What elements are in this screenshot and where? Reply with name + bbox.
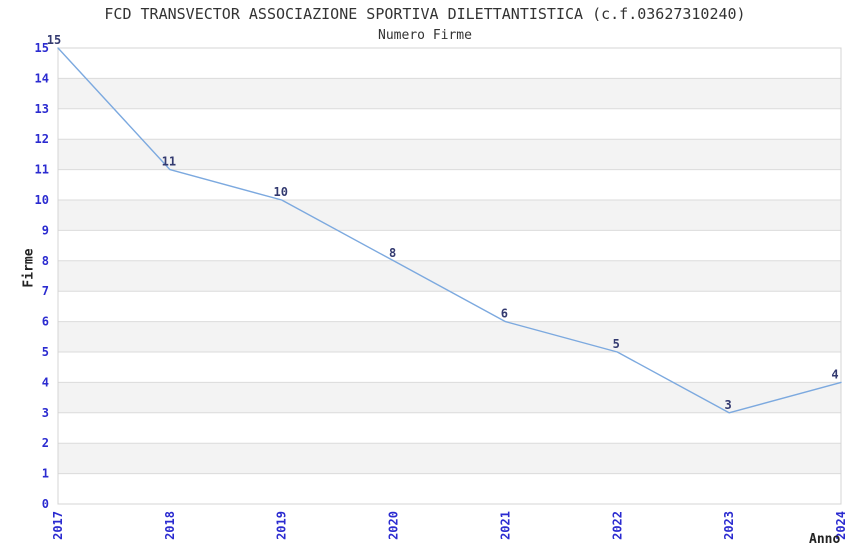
y-tick-label: 0	[42, 497, 49, 511]
plot-band	[58, 48, 841, 79]
plot-band	[58, 108, 841, 140]
x-axis-title: Anno	[809, 532, 841, 547]
x-tick-label: 2024	[834, 511, 848, 540]
plot-band	[58, 200, 841, 231]
chart-title: FCD TRANSVECTOR ASSOCIAZIONE SPORTIVA DI…	[104, 5, 746, 23]
plot-band	[58, 352, 841, 383]
y-tick-label: 11	[35, 163, 49, 177]
y-tick-label: 10	[35, 193, 49, 207]
data-label: 10	[273, 185, 287, 199]
plot-band	[58, 382, 841, 413]
y-tick-label: 4	[42, 375, 49, 389]
y-tick-label: 3	[42, 406, 49, 420]
x-tick-label: 2018	[163, 511, 177, 540]
data-label: 8	[389, 246, 396, 260]
plot-border	[57, 47, 842, 505]
x-tick-label: 2022	[610, 511, 624, 540]
plot-band	[58, 473, 841, 504]
y-tick-label: 5	[42, 345, 49, 359]
x-tick-label: 2019	[275, 511, 289, 540]
y-tick-label: 12	[35, 132, 49, 146]
data-label: 6	[501, 307, 508, 321]
plot-band	[58, 291, 841, 322]
data-label: 15	[47, 33, 61, 47]
y-tick-label: 13	[35, 102, 49, 116]
y-tick-label: 7	[42, 284, 49, 298]
data-label: 4	[831, 367, 838, 381]
plot-band	[58, 139, 841, 170]
y-tick-label: 1	[42, 467, 49, 481]
plot-band	[58, 169, 841, 200]
y-tick-label: 6	[42, 315, 49, 329]
plot-band	[58, 321, 841, 352]
y-tick-label: 9	[42, 223, 49, 237]
y-tick-label: 14	[35, 71, 49, 85]
plot-band	[58, 78, 841, 109]
plot-band	[58, 260, 841, 292]
data-label: 11	[162, 155, 176, 169]
data-label: 5	[613, 337, 620, 351]
data-label: 3	[725, 398, 732, 412]
plot-band	[58, 230, 841, 261]
plot-band	[58, 412, 841, 444]
y-tick-label: 15	[35, 41, 49, 55]
x-tick-label: 2023	[722, 511, 736, 540]
y-tick-label: 2	[42, 436, 49, 450]
y-tick-label: 8	[42, 254, 49, 268]
x-tick-label: 2021	[498, 511, 512, 540]
x-tick-label: 2020	[387, 511, 401, 540]
y-axis-title: Firme	[21, 248, 37, 288]
plot-band	[58, 443, 841, 474]
chart-subtitle: Numero Firme	[378, 28, 472, 43]
data-line	[57, 47, 842, 414]
x-tick-label: 2017	[51, 511, 65, 540]
